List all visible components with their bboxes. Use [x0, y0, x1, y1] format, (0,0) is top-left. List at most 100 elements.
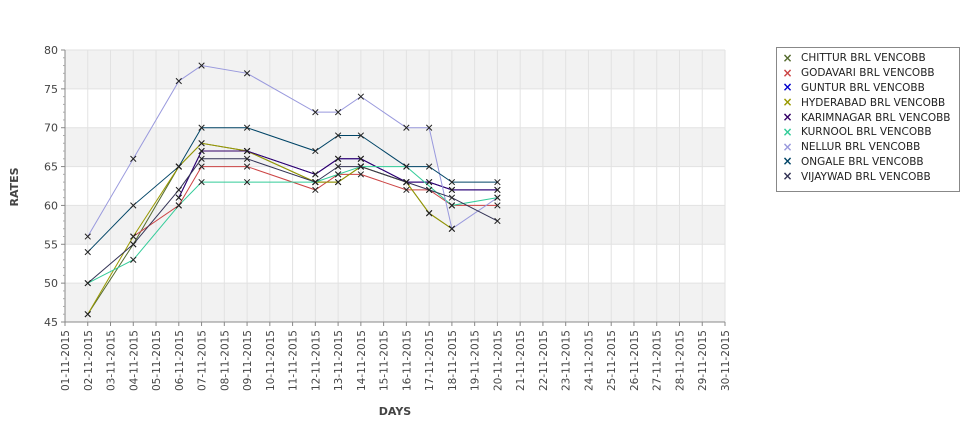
series-line — [87, 127, 498, 253]
x-tick-label: 25-11-2015 — [606, 330, 618, 391]
data-point — [312, 171, 319, 178]
x-tick-label: 03-11-2015 — [106, 330, 118, 391]
data-point — [312, 109, 319, 116]
data-point — [312, 178, 319, 186]
data-point — [198, 178, 205, 186]
y-tick-label: 45 — [44, 316, 58, 329]
data-point — [357, 155, 365, 162]
data-point — [357, 132, 365, 139]
data-point — [198, 140, 205, 147]
y-tick-label: 55 — [44, 238, 58, 251]
data-point — [198, 163, 205, 170]
plot-band — [65, 283, 725, 322]
data-point — [243, 147, 251, 155]
y-tick-label: 50 — [44, 277, 58, 290]
legend-marker-icon: × — [782, 139, 793, 154]
data-point — [175, 163, 182, 170]
data-point — [425, 178, 433, 186]
data-point — [84, 248, 91, 256]
data-point — [334, 132, 342, 139]
data-point — [130, 233, 137, 240]
x-tick-label: 19-11-2015 — [470, 330, 482, 391]
x-tick-label: 13-11-2015 — [333, 330, 345, 391]
y-tick-label: 65 — [44, 161, 58, 174]
legend-marker-icon: × — [782, 50, 793, 65]
legend-item: × GODAVARI BRL VENCOBB — [781, 66, 959, 81]
legend-item: × GUNTUR BRL VENCOBB — [781, 81, 959, 96]
x-tick-label: 06-11-2015 — [174, 330, 186, 391]
data-point — [425, 163, 433, 170]
legend-label: HYDERABAD BRL VENCOBB — [801, 96, 946, 109]
legend-marker-icon: × — [782, 169, 793, 184]
x-tick-label: 04-11-2015 — [128, 330, 140, 391]
legend-label: KURNOOL BRL VENCOBB — [801, 126, 932, 139]
legend-marker-icon: × — [782, 65, 793, 80]
x-tick-label: 22-11-2015 — [538, 330, 550, 391]
legend-marker-icon: × — [782, 154, 793, 169]
legend-item: × NELLUR BRL VENCOBB — [781, 140, 959, 155]
legend-marker-icon: × — [782, 80, 793, 95]
x-tick-label: 15-11-2015 — [379, 330, 391, 391]
data-point — [448, 202, 456, 209]
data-point — [494, 194, 501, 201]
data-point — [243, 178, 251, 186]
data-point — [494, 202, 501, 209]
data-point — [84, 233, 91, 240]
data-point — [334, 155, 342, 162]
x-tick-label: 08-11-2015 — [219, 330, 231, 391]
data-point — [312, 186, 319, 194]
y-tick-label: 75 — [44, 83, 58, 96]
legend-label: GUNTUR BRL VENCOBB — [801, 81, 925, 94]
x-tick-label: 24-11-2015 — [583, 330, 595, 391]
y-tick-label: 80 — [44, 44, 58, 57]
legend-marker-icon: × — [782, 124, 793, 139]
data-point — [425, 124, 433, 131]
data-point — [334, 109, 342, 116]
data-point — [494, 178, 501, 186]
x-tick-label: 26-11-2015 — [629, 330, 641, 391]
y-tick-label: 70 — [44, 122, 58, 135]
data-point — [84, 311, 91, 318]
plot-band — [65, 205, 725, 245]
y-axis-label: RATES — [8, 167, 21, 206]
x-tick-label: 14-11-2015 — [356, 330, 368, 391]
x-tick-labels: 01-11-2015 02-11-2015 03-11-2015 04-11-2015… — [60, 330, 732, 391]
data-point — [448, 178, 456, 186]
x-tick-label: 23-11-2015 — [561, 330, 573, 391]
axes — [61, 49, 726, 326]
data-point — [243, 124, 251, 131]
x-tick-label: 12-11-2015 — [310, 330, 322, 391]
data-point — [357, 93, 365, 100]
plot-bands — [65, 50, 725, 322]
data-point — [494, 186, 501, 194]
data-point — [175, 186, 182, 194]
x-tick-label: 01-11-2015 — [60, 330, 72, 391]
data-point — [130, 256, 137, 263]
x-tick-label: 16-11-2015 — [401, 330, 413, 391]
x-tick-label: 21-11-2015 — [515, 330, 527, 391]
x-axis-label: DAYS — [379, 405, 412, 418]
x-tick-label: 10-11-2015 — [265, 330, 277, 391]
legend: × CHITTUR BRL VENCOBB × GODAVARI BRL VENCOB… — [776, 47, 960, 192]
legend-item: × KARIMNAGAR BRL VENCOBB — [781, 110, 959, 125]
data-point — [494, 217, 501, 225]
x-tick-label: 09-11-2015 — [242, 330, 254, 391]
data-point — [334, 163, 342, 170]
x-tick-label: 18-11-2015 — [447, 330, 459, 391]
data-point — [198, 147, 205, 155]
legend-marker-icon: × — [782, 95, 793, 110]
legend-label: GODAVARI BRL VENCOBB — [801, 67, 935, 80]
data-point — [198, 124, 205, 131]
x-tick-label: 29-11-2015 — [697, 330, 709, 391]
legend-item: × KURNOOL BRL VENCOBB — [781, 125, 959, 140]
legend-label: ONGALE BRL VENCOBB — [801, 155, 924, 168]
data-point — [403, 163, 410, 170]
data-point — [130, 155, 137, 162]
x-tick-label: 07-11-2015 — [197, 330, 209, 391]
data-point — [243, 70, 251, 77]
legend-item: × ONGALE BRL VENCOBB — [781, 155, 959, 170]
data-point — [425, 186, 433, 194]
data-point — [175, 194, 182, 201]
